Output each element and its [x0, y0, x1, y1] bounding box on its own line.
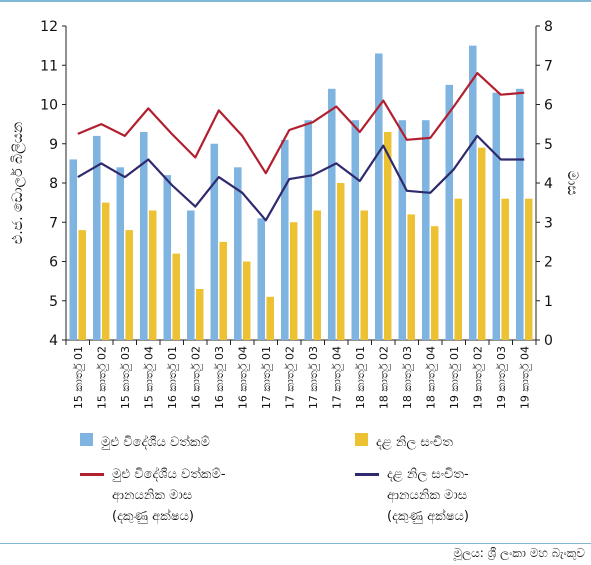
legend-item-total-assets: මුළු විදේශීය වත්කම් — [80, 432, 210, 453]
bar-gross-reserves — [172, 253, 180, 340]
legend-swatch-gross-reserves — [355, 433, 368, 446]
bar-total-assets — [163, 175, 172, 340]
bar-gross-reserves — [477, 147, 486, 340]
bar-total-assets — [516, 88, 524, 340]
y2-tick-label: 1 — [544, 294, 553, 310]
y2-tick-label: 3 — [544, 215, 553, 231]
legend-swatch-total-assets — [80, 433, 93, 446]
bar-gross-reserves — [148, 210, 157, 340]
bar-gross-reserves — [360, 210, 368, 340]
x-tick-label: 17 කාර්තු 03 — [307, 346, 320, 409]
x-tick-label: 19 කාර්තු 01 — [448, 346, 461, 409]
x-tick-label: 16 කාර්තු 04 — [236, 346, 249, 409]
bar-gross-reserves — [430, 226, 439, 340]
x-tick-label: 18 කාර්තු 04 — [424, 346, 437, 409]
top-rule — [0, 0, 591, 2]
x-tick-label: 19 කාර්තු 03 — [495, 346, 508, 409]
x-tick-label: 15 කාර්තු 04 — [142, 346, 155, 409]
legend-item-gross-reserves: දළ නිල සංචිත — [355, 432, 453, 453]
bar-total-assets — [492, 92, 501, 340]
x-tick-label: 17 කාර්තු 02 — [283, 346, 296, 409]
y2-tick-label: 4 — [544, 176, 553, 192]
legend-swatch-total-assets-months — [80, 473, 104, 476]
x-tick-label: 18 කාර්තු 01 — [354, 346, 367, 409]
y2-tick-label: 0 — [544, 333, 553, 349]
bar-total-assets — [210, 143, 219, 340]
legend-item-gross-reserves-months: දළ නිල සංචිත- ආනයනික මාස (දකුණු අක්ෂය) — [355, 464, 469, 527]
y2-tick-label: 5 — [544, 137, 553, 153]
y-axis-label: එ.ජ. ඩොලර් බිලියන — [10, 122, 26, 245]
bar-total-assets — [69, 159, 78, 340]
x-tick-label: 15 කාර්තු 02 — [95, 346, 108, 409]
x-tick-label: 16 කාර්තු 03 — [213, 346, 226, 409]
bar-total-assets — [422, 120, 430, 340]
bar-gross-reserves — [242, 261, 251, 340]
line-gross-reserves-months — [77, 134, 525, 222]
x-tick-label: 19 කාර්තු 02 — [471, 346, 484, 409]
source-note: මූලය: ශ්‍රී ලංකා මහ බැංකුව — [453, 546, 585, 560]
bar-gross-reserves — [501, 198, 509, 340]
x-tick-label: 15 කාර්තු 01 — [72, 346, 85, 409]
y-tick-label: 10 — [40, 98, 58, 114]
bar-gross-reserves — [407, 214, 415, 340]
bar-total-assets — [375, 53, 383, 340]
bar-total-assets — [445, 84, 454, 340]
bar-gross-reserves — [219, 241, 227, 340]
bar-gross-reserves — [313, 210, 321, 340]
bar-gross-reserves — [383, 131, 392, 340]
legend-label-gross-reserves: දළ නිල සංචිත — [376, 435, 453, 450]
bar-gross-reserves — [78, 230, 86, 340]
y2-axis-label: මාස — [564, 171, 580, 196]
y-tick-label: 12 — [40, 19, 58, 35]
line-total-assets-months — [77, 71, 525, 175]
bar-gross-reserves — [125, 230, 133, 340]
x-tick-label: 18 කාර්තු 03 — [401, 346, 414, 409]
x-tick-label: 17 කාර්තු 04 — [330, 346, 343, 409]
legend-item-total-assets-months: මුළු විදේශීය වත්කම්- ආනයනික මාස (දකුණු අ… — [80, 464, 226, 527]
x-tick-label: 16 කාර්තු 01 — [166, 346, 179, 409]
legend-swatch-gross-reserves-months — [355, 473, 379, 476]
bar-gross-reserves — [336, 183, 345, 340]
x-tick-label: 15 කාර්තු 03 — [119, 346, 132, 409]
bottom-rule — [0, 543, 591, 544]
y2-tick-label: 2 — [544, 255, 553, 271]
bar-total-assets — [398, 120, 407, 340]
y-tick-label: 8 — [49, 176, 58, 192]
bar-total-assets — [234, 167, 242, 340]
y-tick-label: 5 — [49, 294, 58, 310]
x-tick-label: 18 කාර්තු 02 — [377, 346, 390, 409]
y-tick-label: 6 — [49, 255, 58, 271]
y-tick-label: 4 — [49, 333, 58, 349]
bar-gross-reserves — [195, 288, 204, 340]
x-tick-label: 19 කාර්තු 04 — [518, 346, 531, 409]
bar-total-assets — [116, 167, 125, 340]
y-tick-label: 7 — [49, 215, 58, 231]
y2-tick-label: 8 — [544, 19, 553, 35]
bar-total-assets — [257, 218, 266, 340]
y2-tick-label: 6 — [544, 98, 553, 114]
bar-total-assets — [281, 139, 289, 340]
bar-total-assets — [351, 120, 360, 340]
bar-total-assets — [187, 210, 195, 340]
bar-total-assets — [469, 45, 477, 340]
bar-gross-reserves — [454, 198, 462, 340]
legend-label-gross-reserves-months: දළ නිල සංචිත- ආනයනික මාස (දකුණු අක්ෂය) — [387, 467, 469, 524]
x-tick-label: 16 කාර්තු 02 — [189, 346, 202, 409]
y-tick-label: 11 — [40, 58, 58, 74]
bar-gross-reserves — [101, 202, 110, 340]
x-tick-label: 17 කාර්තු 01 — [260, 346, 273, 409]
y2-tick-label: 7 — [544, 58, 553, 74]
bar-total-assets — [140, 131, 148, 340]
bar-gross-reserves — [524, 198, 533, 340]
legend-label-total-assets: මුළු විදේශීය වත්කම් — [101, 435, 210, 450]
bar-gross-reserves — [266, 296, 274, 340]
bar-total-assets — [93, 135, 101, 340]
bar-total-assets — [328, 88, 336, 340]
bar-gross-reserves — [289, 222, 298, 340]
bar-total-assets — [304, 120, 313, 340]
legend-label-total-assets-months: මුළු විදේශීය වත්කම්- ආනයනික මාස (දකුණු අ… — [112, 467, 226, 524]
y-tick-label: 9 — [49, 137, 58, 153]
